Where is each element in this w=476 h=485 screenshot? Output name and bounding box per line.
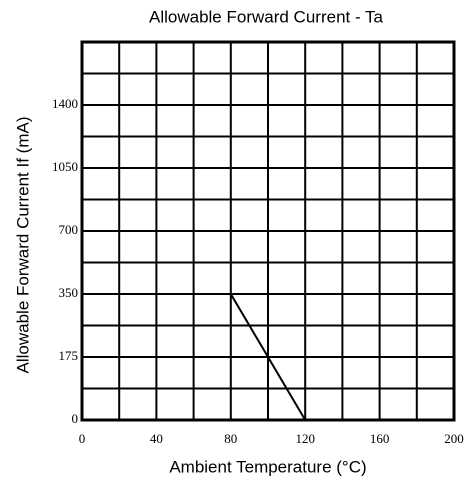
y-tick-label: 1050 xyxy=(52,159,78,174)
x-tick-label: 160 xyxy=(370,431,390,446)
chart-title: Allowable Forward Current - Ta xyxy=(149,7,384,26)
plot-frame xyxy=(80,40,456,422)
y-tick-label: 0 xyxy=(72,411,79,426)
x-tick-label: 80 xyxy=(224,431,237,446)
data-line xyxy=(229,293,307,421)
y-axis-label: Allowable Forward Current If (mA) xyxy=(13,117,32,374)
x-tick-label: 200 xyxy=(444,431,464,446)
x-axis-label: Ambient Temperature (°C) xyxy=(169,457,366,476)
y-tick-label: 175 xyxy=(59,348,79,363)
y-tick-label: 350 xyxy=(59,285,79,300)
y-tick-label: 700 xyxy=(59,222,79,237)
x-tick-label: 120 xyxy=(295,431,315,446)
x-tick-label: 40 xyxy=(150,431,163,446)
x-tick-label: 0 xyxy=(79,431,86,446)
y-tick-label: 1400 xyxy=(52,96,78,111)
